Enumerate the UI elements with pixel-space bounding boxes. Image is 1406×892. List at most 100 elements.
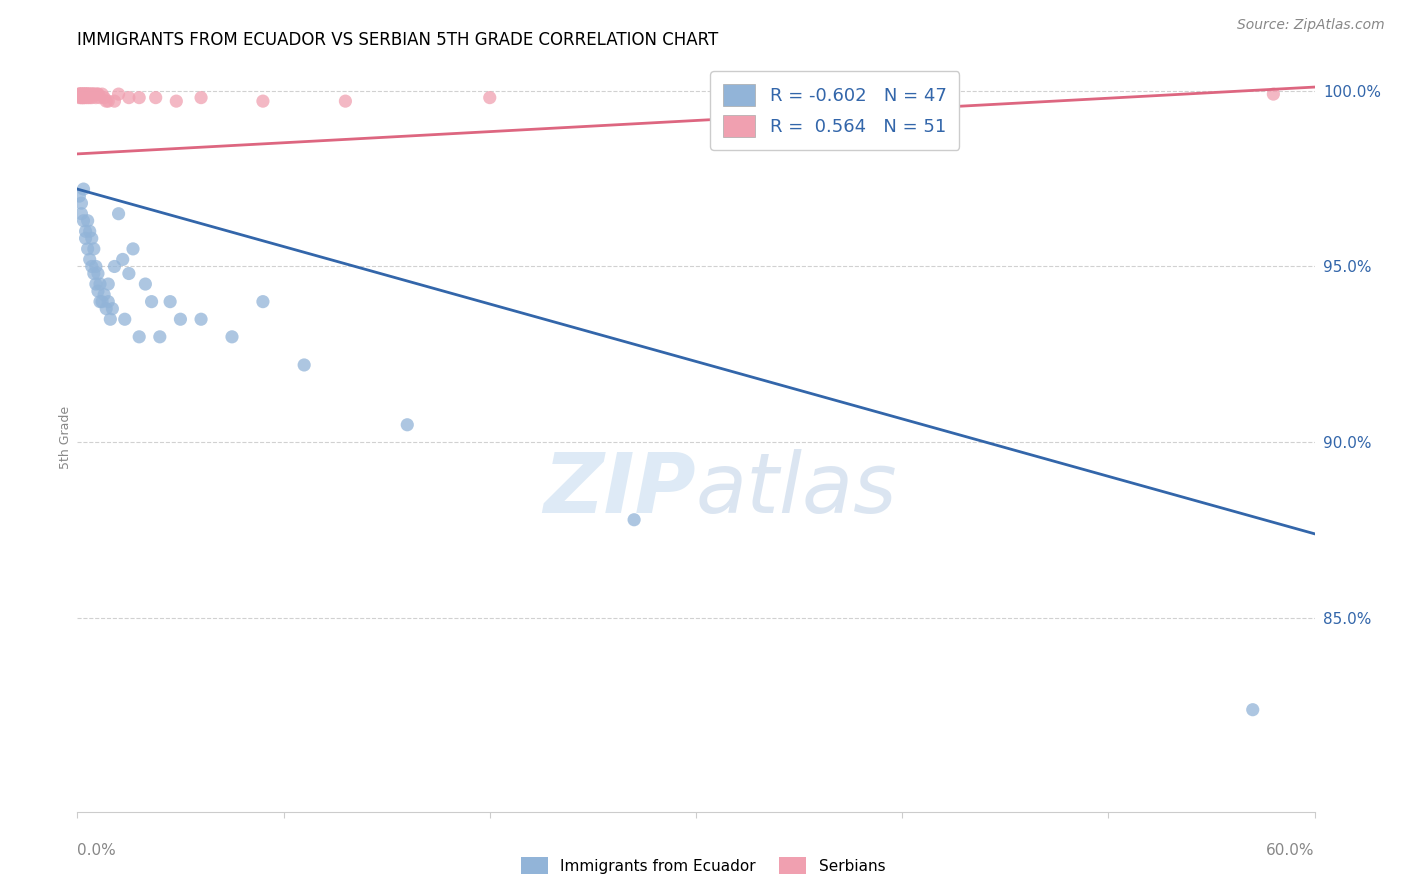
Point: [80, 260, 103, 274]
Point: [67, 189, 90, 203]
Point: [79, 87, 101, 101]
Point: [97, 94, 120, 108]
Point: [122, 242, 145, 256]
Point: [96, 301, 118, 316]
Point: [84, 90, 107, 104]
Point: [79, 87, 101, 101]
Legend: R = -0.602   N = 47, R =  0.564   N = 51: R = -0.602 N = 47, R = 0.564 N = 51: [710, 71, 959, 150]
Point: [165, 94, 187, 108]
Point: [72, 182, 94, 196]
Point: [252, 294, 274, 309]
Point: [72, 87, 94, 101]
Point: [87, 87, 110, 101]
Point: [128, 330, 150, 344]
Point: [478, 90, 501, 104]
Point: [96, 94, 118, 108]
Point: [335, 94, 357, 108]
Point: [83, 267, 105, 281]
Point: [84, 87, 107, 101]
Point: [221, 330, 243, 344]
Point: [76, 213, 98, 227]
Point: [159, 294, 181, 309]
Text: 60.0%: 60.0%: [1267, 843, 1315, 858]
Point: [128, 90, 150, 104]
Point: [169, 312, 191, 326]
Point: [118, 90, 141, 104]
Point: [79, 224, 101, 238]
Point: [76, 242, 98, 256]
Point: [1241, 703, 1264, 717]
Point: [70, 87, 93, 101]
Point: [93, 90, 115, 104]
Point: [80, 87, 103, 101]
Point: [70, 196, 93, 211]
Point: [84, 277, 107, 291]
Point: [623, 513, 645, 527]
Point: [70, 90, 93, 104]
Point: [79, 252, 101, 267]
Point: [114, 312, 136, 326]
Point: [134, 277, 156, 291]
Point: [80, 87, 103, 101]
Text: atlas: atlas: [696, 449, 897, 530]
Point: [87, 267, 110, 281]
Point: [149, 330, 172, 344]
Point: [98, 312, 121, 326]
Point: [1263, 87, 1285, 101]
Point: [83, 87, 105, 101]
Point: [67, 87, 90, 101]
Point: [190, 90, 212, 104]
Point: [76, 87, 98, 101]
Point: [72, 90, 94, 104]
Point: [103, 260, 125, 274]
Point: [103, 94, 125, 108]
Point: [70, 90, 93, 104]
Point: [145, 90, 167, 104]
Y-axis label: 5th Grade: 5th Grade: [59, 406, 72, 468]
Point: [75, 224, 97, 238]
Point: [84, 260, 107, 274]
Point: [79, 90, 101, 104]
Point: [70, 87, 93, 101]
Legend: Immigrants from Ecuador, Serbians: Immigrants from Ecuador, Serbians: [515, 851, 891, 880]
Point: [252, 94, 274, 108]
Point: [107, 207, 129, 221]
Point: [75, 90, 97, 104]
Text: 0.0%: 0.0%: [77, 843, 117, 858]
Point: [72, 87, 94, 101]
Point: [118, 267, 141, 281]
Point: [396, 417, 419, 432]
Point: [70, 207, 93, 221]
Point: [75, 231, 97, 245]
Point: [83, 87, 105, 101]
Point: [87, 87, 110, 101]
Point: [72, 87, 94, 101]
Point: [97, 277, 120, 291]
Point: [67, 87, 90, 101]
Point: [76, 90, 98, 104]
Point: [80, 90, 103, 104]
Point: [93, 287, 115, 301]
Point: [72, 90, 94, 104]
Point: [91, 87, 114, 101]
Point: [89, 294, 111, 309]
Point: [67, 87, 90, 101]
Text: Source: ZipAtlas.com: Source: ZipAtlas.com: [1237, 18, 1385, 32]
Point: [72, 213, 94, 227]
Point: [97, 294, 120, 309]
Point: [70, 87, 93, 101]
Point: [101, 301, 124, 316]
Text: ZIP: ZIP: [543, 449, 696, 530]
Point: [67, 90, 90, 104]
Point: [111, 252, 134, 267]
Point: [87, 284, 110, 298]
Point: [75, 87, 97, 101]
Point: [76, 87, 98, 101]
Point: [80, 231, 103, 245]
Point: [107, 87, 129, 101]
Point: [89, 90, 111, 104]
Point: [292, 358, 315, 372]
Text: IMMIGRANTS FROM ECUADOR VS SERBIAN 5TH GRADE CORRELATION CHART: IMMIGRANTS FROM ECUADOR VS SERBIAN 5TH G…: [77, 31, 718, 49]
Point: [849, 87, 872, 101]
Point: [190, 312, 212, 326]
